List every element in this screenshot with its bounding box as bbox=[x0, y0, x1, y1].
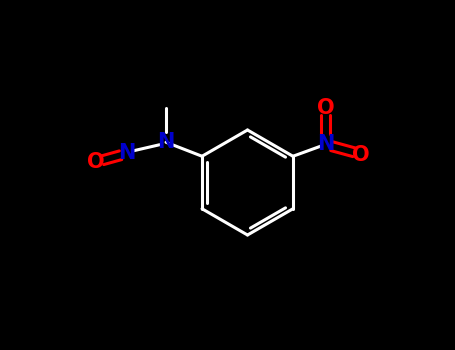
Text: N: N bbox=[317, 134, 334, 154]
Text: O: O bbox=[317, 98, 334, 118]
Text: N: N bbox=[118, 143, 136, 163]
Text: N: N bbox=[157, 132, 175, 152]
Text: O: O bbox=[352, 145, 369, 165]
Text: O: O bbox=[87, 152, 105, 172]
